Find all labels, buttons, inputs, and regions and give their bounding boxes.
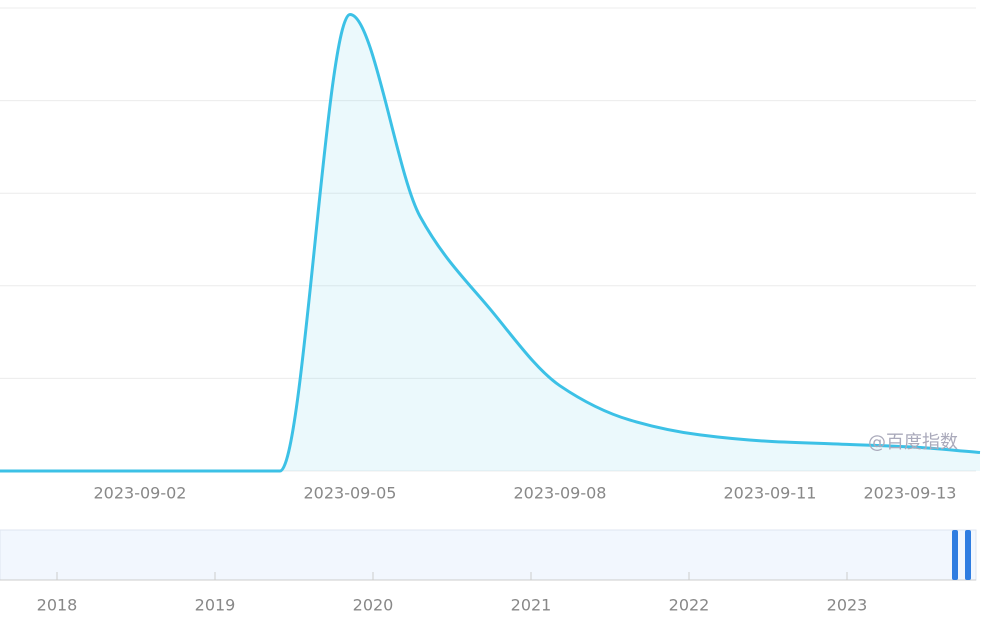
navigator-label: 2021 (511, 596, 552, 615)
navigator-label: 2018 (37, 596, 78, 615)
line (0, 12, 981, 473)
x-tick-label: 2023-09-13 (864, 484, 957, 503)
watermark: @百度指数 (868, 432, 958, 453)
area (0, 14, 980, 472)
navigator-handle[interactable] (952, 530, 958, 580)
navigator[interactable] (0, 529, 977, 581)
navigator-label: 2022 (669, 596, 710, 615)
x-tick-label: 2023-09-11 (724, 484, 817, 503)
navigator-label: 2023 (827, 596, 868, 615)
x-tick-label: 2023-09-02 (94, 484, 187, 503)
navigator-label: 2019 (195, 596, 236, 615)
navigator-handle[interactable] (965, 530, 971, 580)
x-tick-label: 2023-09-08 (514, 484, 607, 503)
navigator-label: 2020 (353, 596, 394, 615)
x-tick-label: 2023-09-05 (304, 484, 397, 503)
